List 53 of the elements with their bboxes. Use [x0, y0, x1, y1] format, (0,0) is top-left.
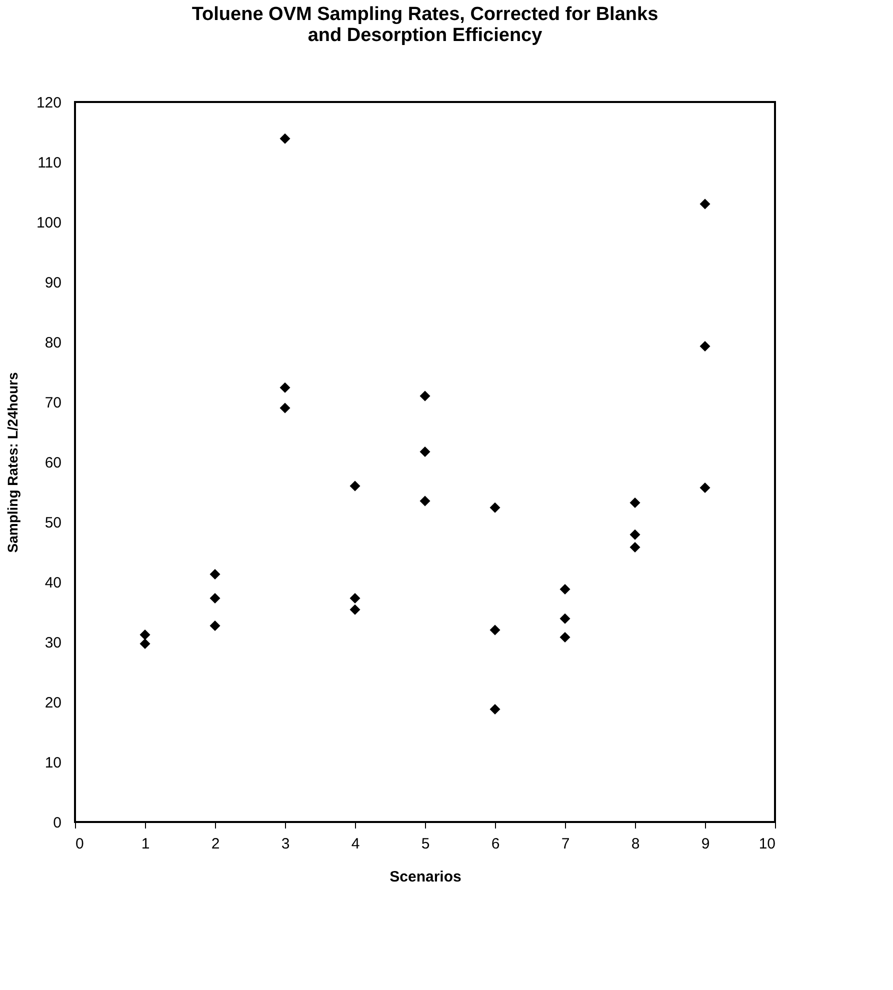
point	[420, 390, 430, 402]
point	[490, 704, 500, 714]
point	[350, 604, 360, 615]
point	[420, 446, 430, 458]
point	[490, 624, 500, 636]
x-tick-label: 0	[76, 836, 84, 852]
point	[700, 340, 710, 352]
y-tick-label: 100	[36, 214, 62, 232]
y-tick-label: 70	[44, 394, 62, 412]
point	[560, 632, 570, 642]
point	[420, 496, 430, 506]
y-tick-label: 40	[44, 574, 62, 592]
point	[560, 613, 570, 624]
y-tick-label: 0	[53, 814, 62, 832]
point	[280, 133, 290, 144]
x-tick-label: 2	[211, 836, 220, 852]
y-tick-label: 90	[44, 274, 62, 292]
point	[700, 482, 710, 494]
point	[210, 592, 220, 604]
y-tick-label: 50	[44, 514, 62, 532]
point	[700, 198, 710, 210]
x-tick-label: 9	[701, 836, 710, 852]
x-tick-label: 3	[281, 836, 290, 852]
y-tick-label: 20	[44, 694, 62, 712]
y-tick-label: 10	[44, 754, 62, 772]
x-tick-label: 6	[491, 836, 500, 852]
point	[630, 542, 640, 552]
x-axis-title: Scenarios	[390, 868, 462, 886]
chart-title: Toluene OVM Sampling Rates, Corrected for Blanks and Desorption Efficiency	[192, 4, 658, 46]
point	[280, 382, 290, 393]
point	[140, 630, 150, 640]
point	[630, 498, 640, 508]
point	[210, 620, 220, 632]
point	[490, 502, 500, 513]
y-tick-label: 110	[38, 154, 62, 172]
x-tick-label: 10	[758, 836, 776, 852]
y-tick-label: 120	[36, 94, 62, 112]
y-axis-title: Sampling Rates: L/24hours	[4, 372, 20, 553]
x-tick-label: 1	[141, 836, 150, 852]
x-tick-label: 5	[421, 836, 430, 852]
point	[630, 529, 640, 540]
point	[140, 638, 150, 650]
y-tick-label: 60	[44, 454, 62, 472]
y-tick-label: 30	[44, 634, 62, 652]
point	[210, 568, 220, 580]
x-tick-label: 8	[631, 836, 640, 852]
y-tick-label: 80	[44, 334, 62, 352]
point	[350, 592, 360, 604]
x-tick-label: 7	[561, 836, 570, 852]
x-tick-label: 4	[351, 836, 360, 852]
point	[350, 480, 360, 492]
point	[560, 584, 570, 594]
point	[280, 402, 290, 414]
